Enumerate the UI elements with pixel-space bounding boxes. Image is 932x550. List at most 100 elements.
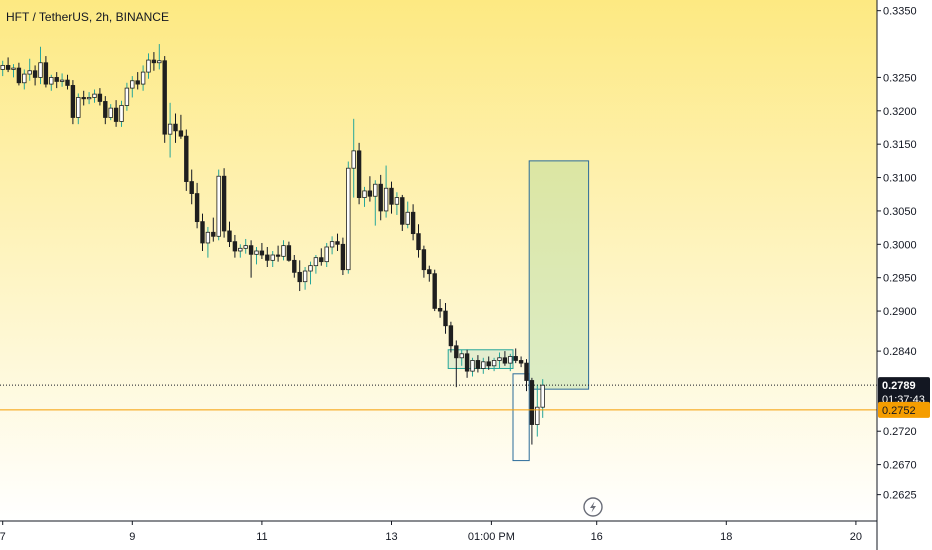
candle-body: [43, 62, 49, 85]
candle-body: [221, 175, 227, 232]
candle: [308, 261, 313, 285]
drawing-layer[interactable]: [447, 160, 590, 462]
candle: [340, 237, 346, 276]
candle: [97, 88, 103, 106]
candle-body: [184, 135, 189, 182]
candle: [491, 357, 497, 372]
price-tick-label: 0.3350: [883, 6, 917, 18]
candle: [394, 192, 400, 215]
candle-body: [65, 79, 70, 86]
candle-body: [362, 190, 367, 198]
candle: [124, 82, 130, 111]
candle: [157, 44, 162, 70]
candle-body: [5, 65, 11, 70]
candle: [0, 60, 5, 77]
candle-body: [524, 362, 529, 381]
price-tick-label: 0.2625: [883, 490, 917, 502]
candle-body: [443, 310, 448, 327]
candle: [205, 226, 211, 258]
candle-body: [22, 73, 27, 84]
candle-body: [124, 87, 130, 106]
candle-body: [340, 243, 346, 271]
candle: [86, 92, 92, 105]
candle: [319, 248, 324, 266]
time-tick-label: 9: [129, 531, 135, 543]
candle: [43, 56, 49, 88]
candle: [427, 265, 432, 282]
candle: [535, 384, 540, 437]
candle: [529, 377, 535, 445]
candle-body: [275, 254, 281, 257]
time-axis[interactable]: 7 9 11 13 01:00 PM 16 18 20: [0, 521, 862, 543]
candle: [292, 254, 297, 278]
current-price-tag: [878, 377, 930, 408]
price-axis-background[interactable]: [877, 0, 932, 550]
candle: [76, 93, 81, 125]
candle-body: [49, 77, 54, 85]
candle: [5, 57, 11, 73]
candle-body: [92, 93, 97, 98]
candle-body: [373, 183, 378, 197]
candle-body: [0, 65, 5, 70]
candle-body: [151, 59, 157, 64]
price-tick-label: 0.3200: [883, 106, 917, 118]
candle-body: [32, 70, 38, 78]
candle-body: [113, 107, 119, 122]
price-tick-label: 0.2950: [883, 273, 917, 285]
candle: [108, 104, 113, 121]
plot-background: [0, 0, 877, 521]
range-box[interactable]: [447, 349, 514, 369]
level-price-tag: [878, 401, 930, 418]
candle: [238, 244, 243, 258]
candle-body: [59, 79, 65, 82]
candle: [265, 246, 270, 268]
candle-body: [308, 265, 313, 272]
price-tick-label: 0.3150: [883, 139, 917, 151]
time-axis-background[interactable]: [0, 521, 877, 550]
candle: [151, 52, 157, 71]
candle-body: [76, 97, 81, 118]
candle-body: [270, 254, 275, 261]
candle-body: [216, 175, 221, 237]
candle-body: [135, 80, 140, 85]
candle: [254, 246, 259, 265]
candle: [405, 201, 410, 229]
candle-body: [486, 361, 491, 367]
entry-box[interactable]: [512, 373, 530, 462]
candle-body: [454, 345, 459, 359]
price-axis[interactable]: 0.3350 0.3250 0.3200 0.3150 0.3100 0.3050 0.30…: [877, 6, 917, 502]
candle: [178, 114, 184, 139]
candle-body: [146, 59, 151, 73]
target-box[interactable]: [528, 160, 590, 390]
candle: [140, 65, 146, 91]
candle: [502, 351, 508, 366]
candle-body: [378, 183, 383, 212]
lightning-icon[interactable]: [583, 497, 603, 517]
candle: [81, 90, 86, 106]
candle: [410, 204, 416, 241]
candle: [113, 100, 119, 127]
candle: [421, 245, 427, 278]
candle: [22, 69, 27, 90]
current-price-value: 0.2789: [882, 380, 916, 392]
price-tick-label: 0.3250: [883, 72, 917, 84]
candle-body: [11, 67, 16, 70]
candle: [513, 348, 518, 364]
candle-body: [243, 245, 248, 249]
candle-body: [130, 80, 135, 89]
candle: [248, 240, 254, 278]
candle-body: [286, 245, 292, 261]
candle: [383, 165, 389, 218]
candle-body: [103, 101, 108, 118]
candle: [486, 356, 491, 370]
candle-body: [265, 254, 270, 261]
time-tick-label: 01:00 PM: [468, 531, 515, 543]
candle: [448, 321, 454, 353]
candle: [481, 357, 486, 374]
candle-body: [335, 241, 340, 245]
candle-body: [389, 187, 394, 205]
level-price-value: 0.2752: [882, 405, 916, 417]
